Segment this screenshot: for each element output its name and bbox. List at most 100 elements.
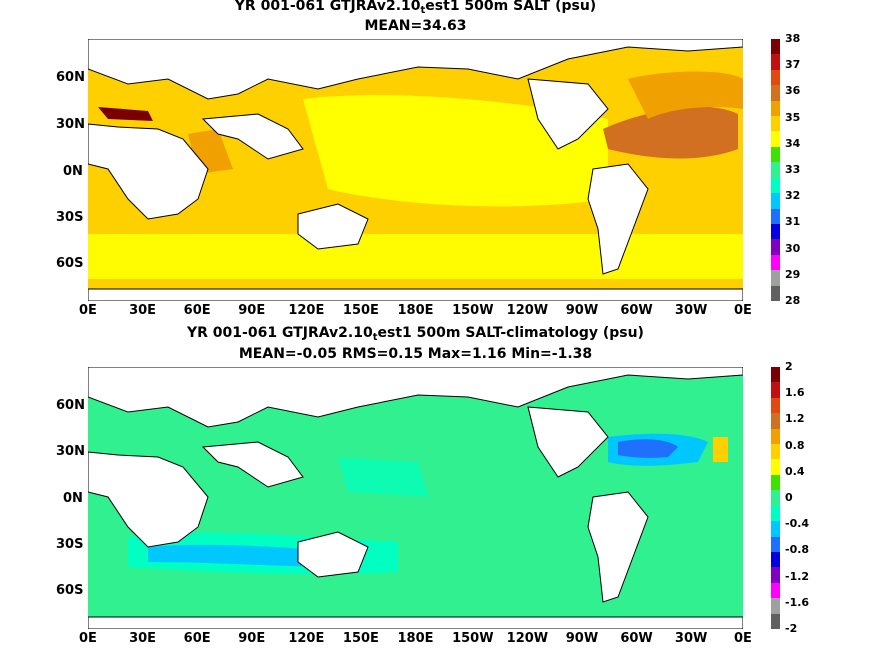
panel2-colorbar-swatch bbox=[771, 428, 780, 445]
panel1-colorbar-label: 36 bbox=[785, 84, 801, 98]
panel1-colorbar-swatch bbox=[771, 131, 780, 148]
panel1-lon-tick: 150W bbox=[452, 303, 494, 318]
panel2-colorbar-swatch bbox=[771, 459, 780, 476]
panel2-lon-tick: 150E bbox=[342, 631, 379, 646]
panel1-lon-tick: 0E bbox=[79, 303, 97, 318]
panel1-colorbar-swatch bbox=[771, 39, 780, 55]
panel1-colorbar-swatch bbox=[771, 162, 780, 179]
panel2-colorbar-label: 0 bbox=[785, 491, 793, 504]
panel2-colorbar-label: -2 bbox=[785, 622, 798, 635]
panel1-land bbox=[88, 39, 743, 301]
panel1-colorbar-label: 29 bbox=[785, 267, 801, 281]
panel2-gulf-min bbox=[618, 439, 678, 458]
panel2-lon-tick: 0E bbox=[79, 631, 97, 646]
panel2-colorbar-swatch bbox=[771, 505, 780, 522]
panel2-colorbar-label: -1.6 bbox=[785, 595, 810, 609]
panel1-colorbar-swatch bbox=[771, 177, 780, 194]
panel2-lat-tick: 0N bbox=[63, 491, 83, 506]
panel2-colorbar-swatch bbox=[771, 598, 780, 615]
panel1-mediterranean bbox=[98, 107, 153, 121]
panel2-colorbar-swatch bbox=[771, 444, 780, 460]
panel2-colorbar-swatch bbox=[771, 521, 780, 538]
panel2-lat-tick: 30S bbox=[56, 537, 84, 552]
panel1-colorbar-label: 33 bbox=[785, 163, 801, 176]
panel1-lat-tick: 60S bbox=[56, 256, 84, 271]
panel1-colorbar-label: 32 bbox=[785, 189, 801, 203]
panel2-lon-tick: 0E bbox=[734, 631, 752, 646]
panel1-colorbar-swatch bbox=[771, 69, 780, 86]
panel2-colorbar bbox=[771, 367, 780, 630]
panel1-colorbar-swatch bbox=[771, 223, 780, 240]
panel1-colorbar-swatch bbox=[771, 85, 780, 102]
panel2-lon-tick: 90W bbox=[565, 631, 599, 646]
panel1-lon-tick: 120E bbox=[288, 303, 325, 318]
panel1-colorbar-label: 30 bbox=[785, 241, 801, 255]
panel2-lon-tick: 30E bbox=[129, 631, 157, 646]
panel2-colorbar-swatch bbox=[771, 536, 780, 553]
panel1-colorbar-label: 28 bbox=[785, 294, 801, 307]
panel1-colorbar-swatch bbox=[771, 254, 780, 271]
panel2-colorbar-label: -1.2 bbox=[785, 569, 810, 583]
panel1-colorbar-swatch bbox=[771, 146, 780, 163]
panel1-lon-tick: 0E bbox=[734, 303, 752, 318]
panel1-lat-tick: 30S bbox=[56, 210, 84, 225]
panel2-colorbar-swatch bbox=[771, 567, 780, 584]
panel1-southern-band bbox=[88, 234, 743, 279]
panel1-colorbar-swatch bbox=[771, 270, 780, 287]
panel2-colorbar-swatch bbox=[771, 490, 780, 507]
panel1-lat-tick: 30N bbox=[56, 117, 85, 132]
panel1-atlantic-saline bbox=[603, 106, 738, 159]
panel2-lon-tick: 150W bbox=[452, 631, 494, 646]
panel1-colorbar-label: 38 bbox=[785, 32, 801, 45]
panel1-colorbar-label: 35 bbox=[785, 110, 801, 124]
panel1-pacific-fresh bbox=[303, 95, 608, 207]
panel1-colorbar-swatch bbox=[771, 54, 780, 71]
panel1-colorbar-swatch bbox=[771, 100, 780, 117]
panel1-colorbar-swatch bbox=[771, 239, 780, 256]
panel2-colorbar-swatch bbox=[771, 582, 780, 599]
panel2-lon-tick: 90E bbox=[238, 631, 266, 646]
panel2-lon-tick: 30W bbox=[674, 631, 708, 646]
panel1-colorbar-swatch bbox=[771, 193, 780, 210]
panel2-colorbar-label: 0.4 bbox=[785, 464, 805, 478]
panel1-colorbar bbox=[771, 39, 780, 302]
panel2-colorbar-label: -0.8 bbox=[785, 543, 810, 557]
panel1-title: YR 001-061 GTJRAv2.10test1 500m SALT (ps… bbox=[234, 0, 597, 16]
panel2-colorbar-label: 0.8 bbox=[785, 438, 805, 452]
panel2-title: YR 001-061 GTJRAv2.10test1 500m SALT-cli… bbox=[187, 325, 644, 343]
panel1-lon-tick: 60W bbox=[620, 303, 653, 318]
panel1-lon-tick: 90E bbox=[238, 303, 266, 318]
panel1-colorbar-swatch bbox=[771, 208, 780, 225]
panel1-lon-tick: 120W bbox=[506, 303, 549, 318]
panel1-lon-tick: 30E bbox=[129, 303, 157, 318]
panel2-colorbar-label: 1.2 bbox=[785, 412, 805, 426]
panel2-land bbox=[88, 367, 743, 629]
panel1-lon-tick: 60E bbox=[183, 303, 211, 318]
panel2-lat-tick: 30N bbox=[56, 444, 85, 459]
panel1-colorbar-swatch bbox=[771, 285, 780, 302]
panel2-colorbar-swatch bbox=[771, 382, 780, 399]
panel1-colorbar-label: 34 bbox=[785, 136, 801, 150]
panel2-lat-tick: 60N bbox=[56, 398, 85, 413]
panel1-subtitle: MEAN=34.63 bbox=[364, 18, 467, 34]
panel1-lon-tick: 180E bbox=[397, 303, 434, 318]
panel2-lon-tick: 60W bbox=[620, 631, 653, 646]
panel2-colorbar-swatch bbox=[771, 413, 780, 430]
panel1-lat-tick: 0N bbox=[63, 164, 83, 179]
panel2-colorbar-swatch bbox=[771, 397, 780, 414]
panel2-pacific-anomaly bbox=[338, 457, 428, 497]
panel2-lon-tick: 180E bbox=[397, 631, 434, 646]
panel2-lon-tick: 120W bbox=[506, 631, 549, 646]
panel2-atlantic-high bbox=[713, 437, 728, 462]
panel1-colorbar-label: 37 bbox=[785, 58, 801, 72]
panel2-lon-tick: 60E bbox=[183, 631, 211, 646]
panel2-map bbox=[88, 367, 743, 629]
panel2-subtitle: MEAN=-0.05 RMS=0.15 Max=1.16 Min=-1.38 bbox=[238, 346, 593, 362]
panel1-north-atlantic bbox=[628, 71, 743, 119]
panel1-lon-tick: 30W bbox=[674, 303, 708, 318]
panel1-colorbar-swatch bbox=[771, 116, 780, 132]
panel2-colorbar-swatch bbox=[771, 551, 780, 568]
panel2-lat-tick: 60S bbox=[56, 583, 84, 598]
panel2-lon-tick: 120E bbox=[288, 631, 325, 646]
panel1-lon-tick: 150E bbox=[342, 303, 379, 318]
